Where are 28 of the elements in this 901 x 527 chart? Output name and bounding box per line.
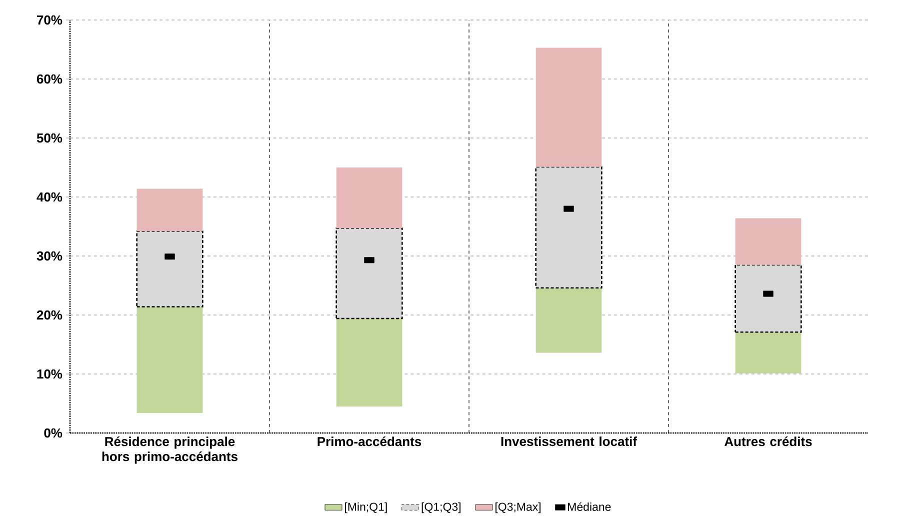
bar [536,288,602,353]
x-tick-label: Investissement locatif [501,436,638,446]
bar [735,218,802,265]
x-tick-label: Autres crédits [724,436,812,446]
y-tick-label: 40% [36,192,62,202]
bar [734,264,802,333]
x-tick-label: Primo-accédants [318,436,422,446]
bar [336,167,402,228]
y-tick-label: 0% [44,428,62,438]
legend-label: Médiane [568,502,611,511]
y-tick-label: 50% [36,133,62,143]
bar [136,188,203,232]
bar [136,306,203,413]
bar [735,332,802,374]
legend-label: [Q1;Q3] [422,502,460,514]
y-tick-label: 70% [37,15,62,25]
legend-label: [Q3;Max] [495,502,541,514]
bar [535,166,602,289]
bar [336,318,402,406]
legend-label: [Min;Q1] [344,502,387,514]
x-tick-label: Résidence principale hors primo-accédants [102,436,238,464]
bar [336,228,403,320]
y-tick-label: 30% [36,251,62,261]
y-tick-label: 10% [37,369,62,379]
bar [536,48,602,167]
y-tick-label: 20% [36,310,62,320]
bar [136,230,204,308]
y-tick-label: 60% [36,74,62,84]
